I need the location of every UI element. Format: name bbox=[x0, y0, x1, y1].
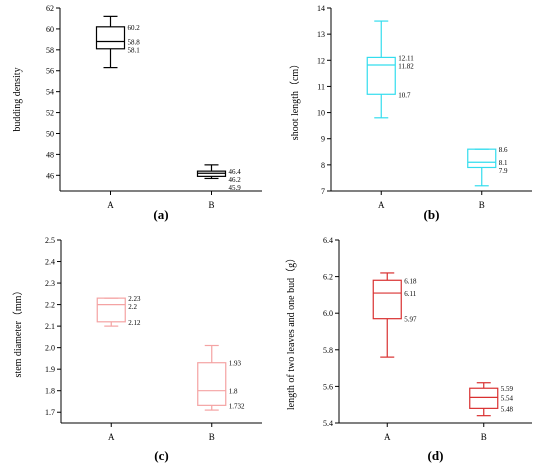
box-value-label: 8.1 bbox=[499, 159, 508, 167]
y-tick-label: 13 bbox=[317, 30, 325, 39]
y-tick-label: 54 bbox=[46, 88, 54, 97]
y-tick-label: 6.4 bbox=[323, 236, 333, 245]
y-tick-label: 48 bbox=[46, 150, 54, 159]
y-tick-label: 6.0 bbox=[323, 309, 333, 318]
box-b: 46.446.245.9 bbox=[196, 164, 242, 192]
x-tick-label: A bbox=[384, 432, 391, 442]
box-value-label: 2.2 bbox=[128, 303, 137, 311]
box-iqr bbox=[96, 297, 126, 323]
y-tick-label: 62 bbox=[46, 4, 54, 13]
y-axis-title: shoot length（cm） bbox=[289, 59, 301, 140]
box-iqr bbox=[372, 279, 402, 320]
box-b: 1.93 1.8 1.732 bbox=[197, 344, 245, 411]
box-value-label: 1.732 bbox=[229, 402, 245, 410]
box-value-label: 1.8 bbox=[229, 388, 238, 396]
y-tick-label: 2.0 bbox=[45, 344, 55, 353]
y-tick-label: 10 bbox=[317, 109, 325, 118]
y-tick-label: 1.9 bbox=[45, 365, 55, 374]
y-tick-label: 5.6 bbox=[323, 382, 333, 391]
box-iqr bbox=[197, 362, 227, 406]
y-tick-label: 56 bbox=[46, 67, 54, 76]
y-tick-label: 52 bbox=[46, 109, 54, 118]
box-value-label: 5.97 bbox=[404, 316, 417, 324]
box-iqr bbox=[467, 148, 497, 169]
box-value-label: 6.18 bbox=[404, 277, 417, 285]
box-iqr bbox=[95, 26, 126, 50]
box-value-label: 2.12 bbox=[128, 319, 141, 327]
x-tick-label: B bbox=[208, 200, 214, 210]
box-value-label: 58.1 bbox=[128, 46, 141, 54]
box-a: 6.18 6.11 5.97 bbox=[372, 272, 417, 358]
box-value-label: 46.2 bbox=[229, 176, 242, 184]
y-tick-label: 58 bbox=[46, 46, 54, 55]
y-tick-label: 2.4 bbox=[45, 258, 55, 267]
y-tick-label: 6.2 bbox=[323, 273, 333, 282]
y-tick-label: 2.1 bbox=[45, 322, 55, 331]
box-a: 2.232.2 2.12 bbox=[96, 295, 141, 327]
box-value-label: 58.8 bbox=[128, 38, 141, 46]
y-tick-label: 8 bbox=[321, 161, 325, 170]
box-value-label: 6.11 bbox=[404, 290, 416, 298]
y-tick-label: 1.8 bbox=[45, 387, 55, 396]
panel-label: (c) bbox=[154, 448, 168, 463]
y-tick-label: 14 bbox=[317, 4, 325, 13]
x-tick-label: B bbox=[479, 200, 485, 210]
box-b: 8.6 8.17.9 bbox=[467, 146, 508, 187]
box-value-label: 5.48 bbox=[501, 405, 514, 413]
y-tick-label: 2.5 bbox=[45, 236, 55, 245]
y-tick-label: 2.3 bbox=[45, 279, 55, 288]
y-tick-label: 5.8 bbox=[323, 346, 333, 355]
y-axis-title: length of two leaves and one bud（g） bbox=[285, 253, 297, 410]
y-axis-title: budding density bbox=[12, 67, 23, 131]
box-iqr bbox=[469, 387, 499, 409]
y-tick-label: 7 bbox=[321, 187, 325, 196]
box-value-label: 2.23 bbox=[128, 295, 141, 303]
box-value-label: 45.9 bbox=[229, 184, 242, 192]
box-value-label: 5.54 bbox=[501, 394, 514, 402]
box-value-label: 8.6 bbox=[499, 146, 508, 154]
box-iqr bbox=[366, 56, 396, 95]
y-axis-title: stem diameter（mm） bbox=[12, 286, 24, 378]
y-tick-label: 9 bbox=[321, 135, 325, 144]
x-tick-label: A bbox=[108, 432, 115, 442]
y-tick-label: 46 bbox=[46, 171, 54, 180]
box-a: 60.2 58.858.1 bbox=[95, 15, 141, 69]
x-tick-label: A bbox=[378, 200, 385, 210]
panel-label: (d) bbox=[428, 448, 444, 463]
box-value-label: 7.9 bbox=[499, 167, 508, 175]
y-tick-label: 60 bbox=[46, 25, 54, 34]
box-value-label: 12.11 bbox=[398, 54, 414, 62]
panel-label: (b) bbox=[424, 207, 440, 222]
panel-label: (a) bbox=[153, 207, 168, 222]
box-value-label: 46.4 bbox=[229, 168, 242, 176]
box-value-label: 1.93 bbox=[229, 360, 242, 368]
y-tick-label: 5.4 bbox=[323, 419, 333, 428]
x-tick-label: B bbox=[481, 432, 487, 442]
box-value-label: 5.59 bbox=[501, 385, 514, 393]
box-value-label: 10.7 bbox=[398, 91, 411, 99]
box-value-label: 60.2 bbox=[128, 24, 141, 32]
y-tick-label: 2.2 bbox=[45, 301, 55, 310]
y-tick-label: 12 bbox=[317, 56, 325, 65]
y-tick-label: 11 bbox=[317, 82, 325, 91]
y-tick-label: 1.7 bbox=[45, 408, 55, 417]
box-value-label: 11.82 bbox=[398, 62, 414, 70]
x-tick-label: A bbox=[107, 200, 114, 210]
box-b: 5.595.54 5.48 bbox=[469, 382, 514, 417]
y-tick-label: 50 bbox=[46, 129, 54, 138]
x-tick-label: B bbox=[209, 432, 215, 442]
